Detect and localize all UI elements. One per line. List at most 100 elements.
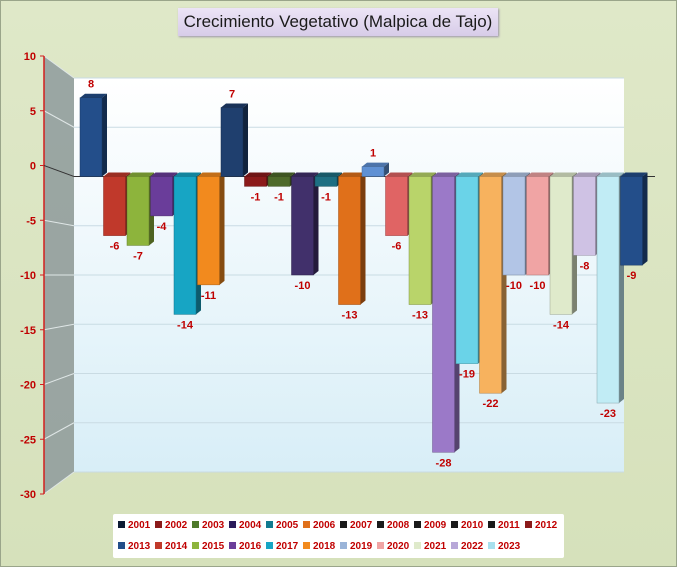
data-label: 8 [88,79,94,91]
legend-label: 2004 [239,520,262,531]
bar-top [197,172,225,177]
bar-top [244,172,272,177]
legend-item: 2021 [414,541,446,552]
data-label: -8 [580,260,590,272]
bar-side [384,162,389,177]
bar [267,176,291,187]
legend-swatch [303,521,310,528]
legend-item: 2006 [303,520,335,531]
data-label: -14 [553,319,570,331]
legend-swatch [414,521,421,528]
legend-swatch [377,542,384,549]
gridline-side [43,373,75,385]
legend-item: 2020 [377,541,409,552]
legend-item: 2008 [377,520,409,531]
legend-label: 2005 [276,520,299,531]
bar [314,176,338,187]
bar [549,176,573,315]
y-tick-label: -15 [20,325,36,337]
bar-top [221,103,248,108]
bar-top [620,172,648,177]
legend-label: 2016 [239,541,262,552]
legend-item: 2004 [229,520,261,531]
legend-item: 2015 [192,541,224,552]
y-tick-label: -20 [20,380,36,392]
legend-swatch [340,542,347,549]
legend-swatch [303,542,310,549]
bar-top [174,172,201,177]
legend-item: 2022 [451,541,483,552]
data-label: -10 [506,280,522,292]
legend-item: 2007 [340,520,372,531]
y-tick-label: -5 [26,215,36,227]
data-label: -10 [295,280,311,292]
bar-top [127,172,154,177]
legend-item: 2011 [488,520,520,531]
data-label: -19 [459,369,475,381]
bar [455,176,479,364]
bar-top [385,172,413,177]
gridline-side [43,422,75,440]
bar [173,176,197,315]
legend-label: 2014 [165,541,188,552]
legend-label: 2007 [350,520,373,531]
gridline-side [43,110,75,128]
gridline-side [43,471,75,495]
bar-top [338,172,366,177]
legend-label: 2003 [202,520,225,531]
data-label: -1 [321,191,331,203]
data-label: -23 [600,408,616,420]
bar [526,176,549,276]
bar [150,176,173,217]
legend-item: 2014 [155,541,187,552]
legend-swatch [229,521,236,528]
bar [338,176,361,305]
data-label: -11 [201,290,216,302]
legend-swatch [266,542,273,549]
legend-label: 2021 [424,541,447,552]
data-label: 1 [370,148,376,160]
bar-side [642,172,648,266]
data-label: 7 [229,89,235,101]
chart-legend: 2001 2002 2003 2004 2005 2006 2007 2008 2009 2010… [113,514,564,558]
data-label: -1 [251,191,261,203]
bar [220,107,244,177]
bar-top [80,93,107,98]
bar-top [479,172,507,177]
bar-top [362,162,389,167]
data-label: -13 [412,310,428,322]
data-label: -13 [342,310,358,322]
legend-swatch [192,542,199,549]
legend-item: 2017 [266,541,298,552]
legend-item: 2001 [118,520,150,531]
legend-item: 2018 [303,541,335,552]
legend-label: 2018 [313,541,336,552]
bar-top [268,172,295,177]
data-label: -10 [530,280,546,292]
y-tick-label: -25 [20,434,36,446]
legend-swatch [229,542,236,549]
legend-swatch [118,542,125,549]
data-label: -1 [274,191,284,203]
zero-line-side [43,165,75,177]
legend-label: 2013 [128,541,151,552]
bar-top [291,172,319,177]
legend-swatch [192,521,199,528]
legend-label: 2001 [128,520,151,531]
legend-item: 2023 [488,541,520,552]
legend-swatch [118,521,125,528]
bar [502,176,526,276]
bar [103,176,126,236]
data-label: -28 [436,457,452,469]
legend-swatch [525,521,532,528]
bar-top [409,172,436,177]
legend-label: 2017 [276,541,299,552]
bar [573,176,596,256]
legend-swatch [340,521,347,528]
y-tick-label: 10 [24,51,36,63]
legend-label: 2019 [350,541,373,552]
bar [385,176,408,236]
y-tick-label: 5 [30,106,36,118]
bar-top [503,172,530,177]
